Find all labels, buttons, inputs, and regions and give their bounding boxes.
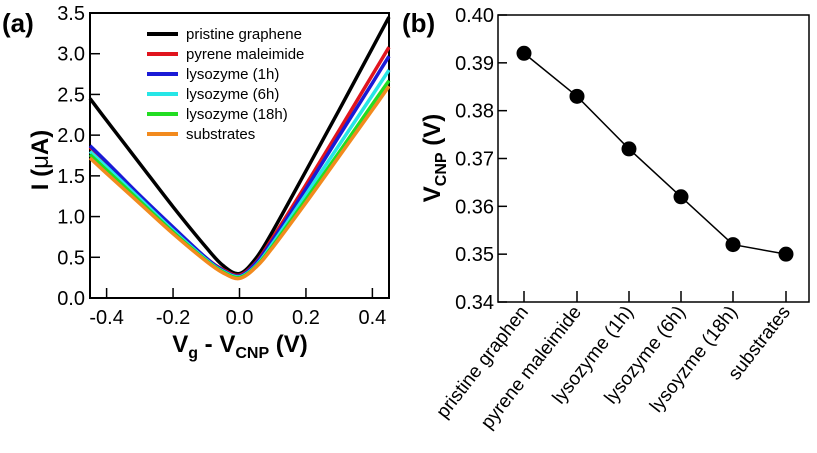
panel-a-label: (a) xyxy=(2,8,34,38)
y-tick-label: 1.0 xyxy=(57,207,85,229)
legend-label: lysozyme (1h) xyxy=(186,66,279,83)
series-line-5 xyxy=(88,85,391,281)
legend-label: lysozyme (18h) xyxy=(186,106,288,123)
ylabel-unit-b: (V) xyxy=(419,114,446,153)
y-tick-label: 0.37 xyxy=(455,149,494,171)
panel-a-xlabel: Vg - VCNP (V) xyxy=(172,331,308,362)
ylabel-i: I ( xyxy=(27,169,54,190)
xlabel-sub-cnp: CNP xyxy=(235,345,269,362)
ylabel-v: V xyxy=(419,186,446,202)
x-tick-label: -0.4 xyxy=(89,307,123,329)
y-tick-label: 0.40 xyxy=(455,5,494,27)
panel-a-ylabel: I (μA) xyxy=(27,130,54,190)
panel-b: (b) 0.34 0.35 0.36 0.37 0.38 0.39 0.40 pristine… xyxy=(402,5,810,433)
legend-label: pyrene maleimide xyxy=(186,46,304,63)
xlabel-sub-g: g xyxy=(188,345,198,362)
panel-b-series xyxy=(516,45,794,262)
data-point xyxy=(621,141,637,157)
xlabel-unit: (V) xyxy=(269,331,308,358)
panel-a-series xyxy=(88,16,391,281)
ylabel-unit: A) xyxy=(27,130,54,155)
ylabel-mu: μ xyxy=(27,155,54,169)
x-tick-label: 0.0 xyxy=(226,307,254,329)
y-tick-label: 0.34 xyxy=(455,292,494,314)
panel-b-label: (b) xyxy=(402,8,435,38)
x-tick-label: 0.2 xyxy=(292,307,320,329)
x-tick-label: -0.2 xyxy=(156,307,190,329)
xlabel-mid: - V xyxy=(198,331,235,358)
y-tick-label: 0.38 xyxy=(455,101,494,123)
data-point xyxy=(569,88,585,104)
y-tick-label: 0.35 xyxy=(455,244,494,266)
legend-label: lysozyme (6h) xyxy=(186,86,279,103)
y-tick-label: 2.0 xyxy=(57,125,85,147)
legend-label: substrates xyxy=(186,126,255,143)
panel-a: (a) -0.4 -0.2 0.0 0.2 0.4 0.0 0.5 1.0 1.5 2.0 2.5 3… xyxy=(2,3,391,362)
y-tick-label: 0.0 xyxy=(57,288,85,310)
y-tick-label: 0.36 xyxy=(455,196,494,218)
panel-a-legend: pristine graphene pyrene maleimide lysozym… xyxy=(147,26,304,143)
panel-b-ticks: 0.34 0.35 0.36 0.37 0.38 0.39 0.40 pristine gra… xyxy=(432,5,794,433)
series-line xyxy=(523,52,787,255)
data-point xyxy=(516,45,532,61)
xlabel-v: V xyxy=(172,331,188,358)
panel-b-ylabel: VCNP (V) xyxy=(419,114,450,202)
data-point xyxy=(778,246,794,262)
panel-b-frame xyxy=(497,14,810,303)
y-tick-label: 1.5 xyxy=(57,166,85,188)
legend-label: pristine graphene xyxy=(186,26,302,43)
data-point xyxy=(725,237,741,253)
data-point xyxy=(673,189,689,205)
y-tick-label: 2.5 xyxy=(57,84,85,106)
x-tick-label: 0.4 xyxy=(358,307,386,329)
y-tick-label: 3.5 xyxy=(57,3,85,25)
y-tick-label: 3.0 xyxy=(57,44,85,66)
y-tick-label: 0.39 xyxy=(455,53,494,75)
ylabel-sub-cnp: CNP xyxy=(433,152,450,186)
y-tick-label: 0.5 xyxy=(57,247,85,269)
category-label: pristine graphen xyxy=(432,302,532,422)
panel-a-ticks: -0.4 -0.2 0.0 0.2 0.4 0.0 0.5 1.0 1.5 2.0 2.5 3.0 3.… xyxy=(57,3,386,329)
